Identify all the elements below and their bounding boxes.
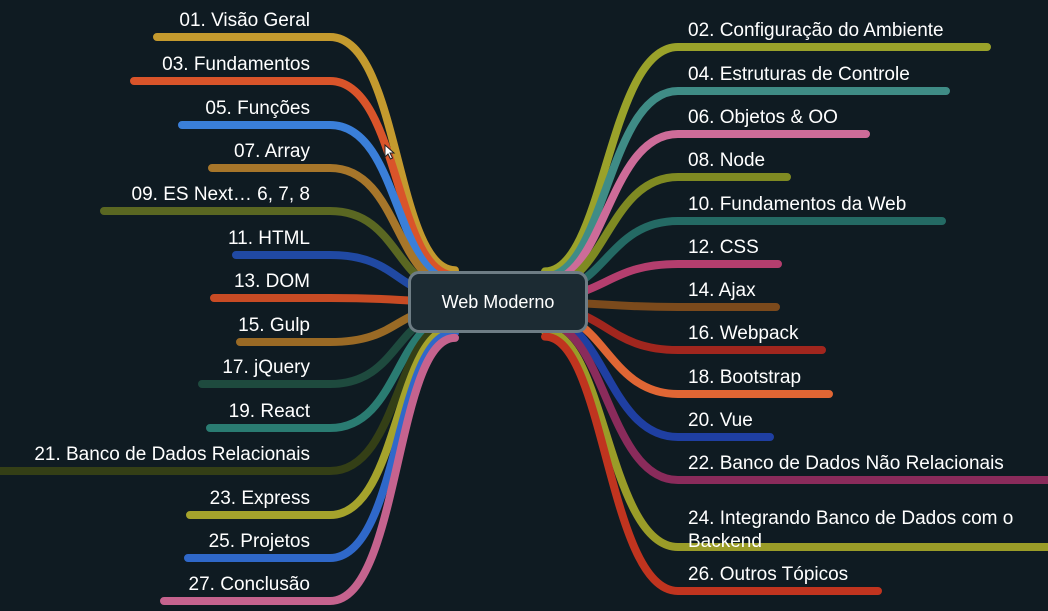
connector-left-2 [130, 77, 459, 280]
topic-11-html[interactable]: 11. HTML [227, 228, 310, 249]
topic-16-webpack[interactable]: 16. Webpack [688, 323, 799, 344]
mouse-cursor-icon [384, 143, 396, 165]
topic-06-objetos-oo[interactable]: 06. Objetos & OO [688, 107, 838, 128]
topic-20-vue[interactable]: 20. Vue [688, 410, 753, 431]
connector-right-2 [541, 87, 950, 281]
topic-24-integrando-banco-backend[interactable]: 24. Integrando Banco de Dados com o Back… [688, 508, 1014, 552]
connector-left-12 [186, 323, 459, 519]
topic-10-fundamentos-web[interactable]: 10. Fundamentos da Web [688, 194, 907, 215]
topic-19-react[interactable]: 19. React [228, 401, 310, 422]
topic-15-gulp[interactable]: 15. Gulp [238, 315, 310, 336]
connector-right-13 [541, 332, 882, 595]
central-topic-node[interactable]: Web Moderno [408, 271, 588, 333]
topic-08-node[interactable]: 08. Node [688, 150, 766, 171]
topic-23-express[interactable]: 23. Express [209, 488, 310, 509]
topic-01-visao-geral[interactable]: 01. Visão Geral [179, 10, 310, 31]
connector-left-14 [160, 333, 459, 605]
topic-17-jquery[interactable]: 17. jQuery [222, 357, 310, 378]
topic-03-fundamentos[interactable]: 03. Fundamentos [162, 54, 310, 75]
topic-26-outros-topicos[interactable]: 26. Outros Tópicos [688, 564, 849, 585]
topic-05-funcoes[interactable]: 05. Funções [205, 98, 310, 119]
topic-27-conclusao[interactable]: 27. Conclusão [188, 574, 310, 595]
topic-07-array[interactable]: 07. Array [233, 141, 310, 162]
connector-right-12 [541, 327, 1048, 551]
connector-left-1 [153, 33, 459, 275]
connector-right-1 [541, 43, 991, 276]
topic-04-estruturas-controle[interactable]: 04. Estruturas de Controle [688, 64, 910, 85]
topic-18-bootstrap[interactable]: 18. Bootstrap [688, 367, 802, 388]
central-topic-label: Web Moderno [441, 291, 555, 312]
topic-22-banco-nao-relacionais[interactable]: 22. Banco de Dados Não Relacionais [688, 453, 1004, 474]
topic-13-dom[interactable]: 13. DOM [233, 271, 310, 292]
topic-25-projetos[interactable]: 25. Projetos [208, 531, 310, 552]
topic-21-banco-relacionais[interactable]: 21. Banco de Dados Relacionais [34, 444, 310, 465]
topic-12-css[interactable]: 12. CSS [688, 237, 759, 258]
topic-02-configuracao-ambiente[interactable]: 02. Configuração do Ambiente [688, 20, 944, 41]
topic-09-es-next[interactable]: 09. ES Next… 6, 7, 8 [131, 184, 310, 205]
connector-left-13 [184, 328, 459, 562]
topic-14-ajax[interactable]: 14. Ajax [688, 280, 756, 301]
